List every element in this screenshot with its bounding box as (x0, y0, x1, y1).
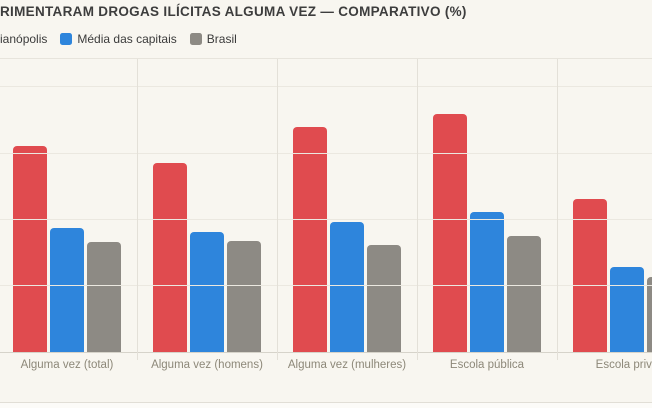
gridline-horizontal (0, 218, 652, 220)
bar-series0-cat0 (13, 146, 47, 352)
category-label-1: Alguma vez (homens) (151, 359, 263, 371)
bar-series0-cat3 (433, 114, 467, 352)
bar-series1-cat4 (610, 267, 644, 352)
bar-group-3 (417, 59, 557, 352)
category-label-2: Alguma vez (mulheres) (287, 359, 407, 371)
category-axis: Alguma vez (total) Alguma vez (homens) Alg… (0, 359, 652, 371)
bar-series0-cat1 (153, 163, 187, 352)
bar-group-0 (0, 59, 137, 352)
bar-series1-cat3 (470, 212, 504, 352)
category-label-3: Escola pública (449, 359, 525, 371)
gridline-horizontal (0, 284, 652, 286)
bar-series0-cat4 (573, 199, 607, 352)
gridline-vertical (557, 59, 558, 360)
gridline-horizontal (0, 86, 652, 88)
chart-legend: ianópolis Média das capitais Brasil (0, 32, 237, 46)
bottom-section-divider (0, 402, 652, 408)
legend-item-brasil: Brasil (189, 32, 237, 46)
gridline-vertical (417, 59, 418, 360)
bar-series0-cat2 (293, 127, 327, 352)
legend-swatch-gray-icon (189, 33, 202, 45)
gridline-vertical (137, 59, 138, 360)
gridline-vertical (277, 59, 278, 360)
category-label-0: Alguma vez (total) (20, 359, 114, 371)
legend-item-media-das-capitais: Média das capitais (60, 32, 177, 46)
chart-title: RIMENTARAM DROGAS ILÍCITAS ALGUMA VEZ — … (0, 4, 467, 19)
plot-area (0, 58, 652, 360)
bar-groups (0, 59, 652, 352)
bar-group-1 (137, 59, 277, 352)
gridline-horizontal (0, 152, 652, 154)
legend-item-label: ianópolis (0, 32, 48, 46)
bar-series2-cat3 (507, 236, 541, 352)
bar-series2-cat1 (227, 241, 261, 352)
bar-group-4 (557, 59, 652, 352)
category-label-4: Escola priva (595, 359, 652, 371)
legend-swatch-blue-icon (60, 33, 73, 45)
bar-group-2 (277, 59, 417, 352)
legend-item-label: Média das capitais (77, 32, 177, 46)
bar-series1-cat2 (330, 222, 364, 352)
bar-series2-cat2 (367, 245, 401, 352)
bar-series1-cat1 (190, 232, 224, 352)
bar-series1-cat0 (50, 228, 84, 352)
bar-series2-cat4 (647, 277, 652, 352)
legend-item-label: Brasil (206, 32, 237, 46)
legend-item-florianopolis: ianópolis (0, 32, 47, 46)
bar-series2-cat0 (87, 242, 121, 352)
